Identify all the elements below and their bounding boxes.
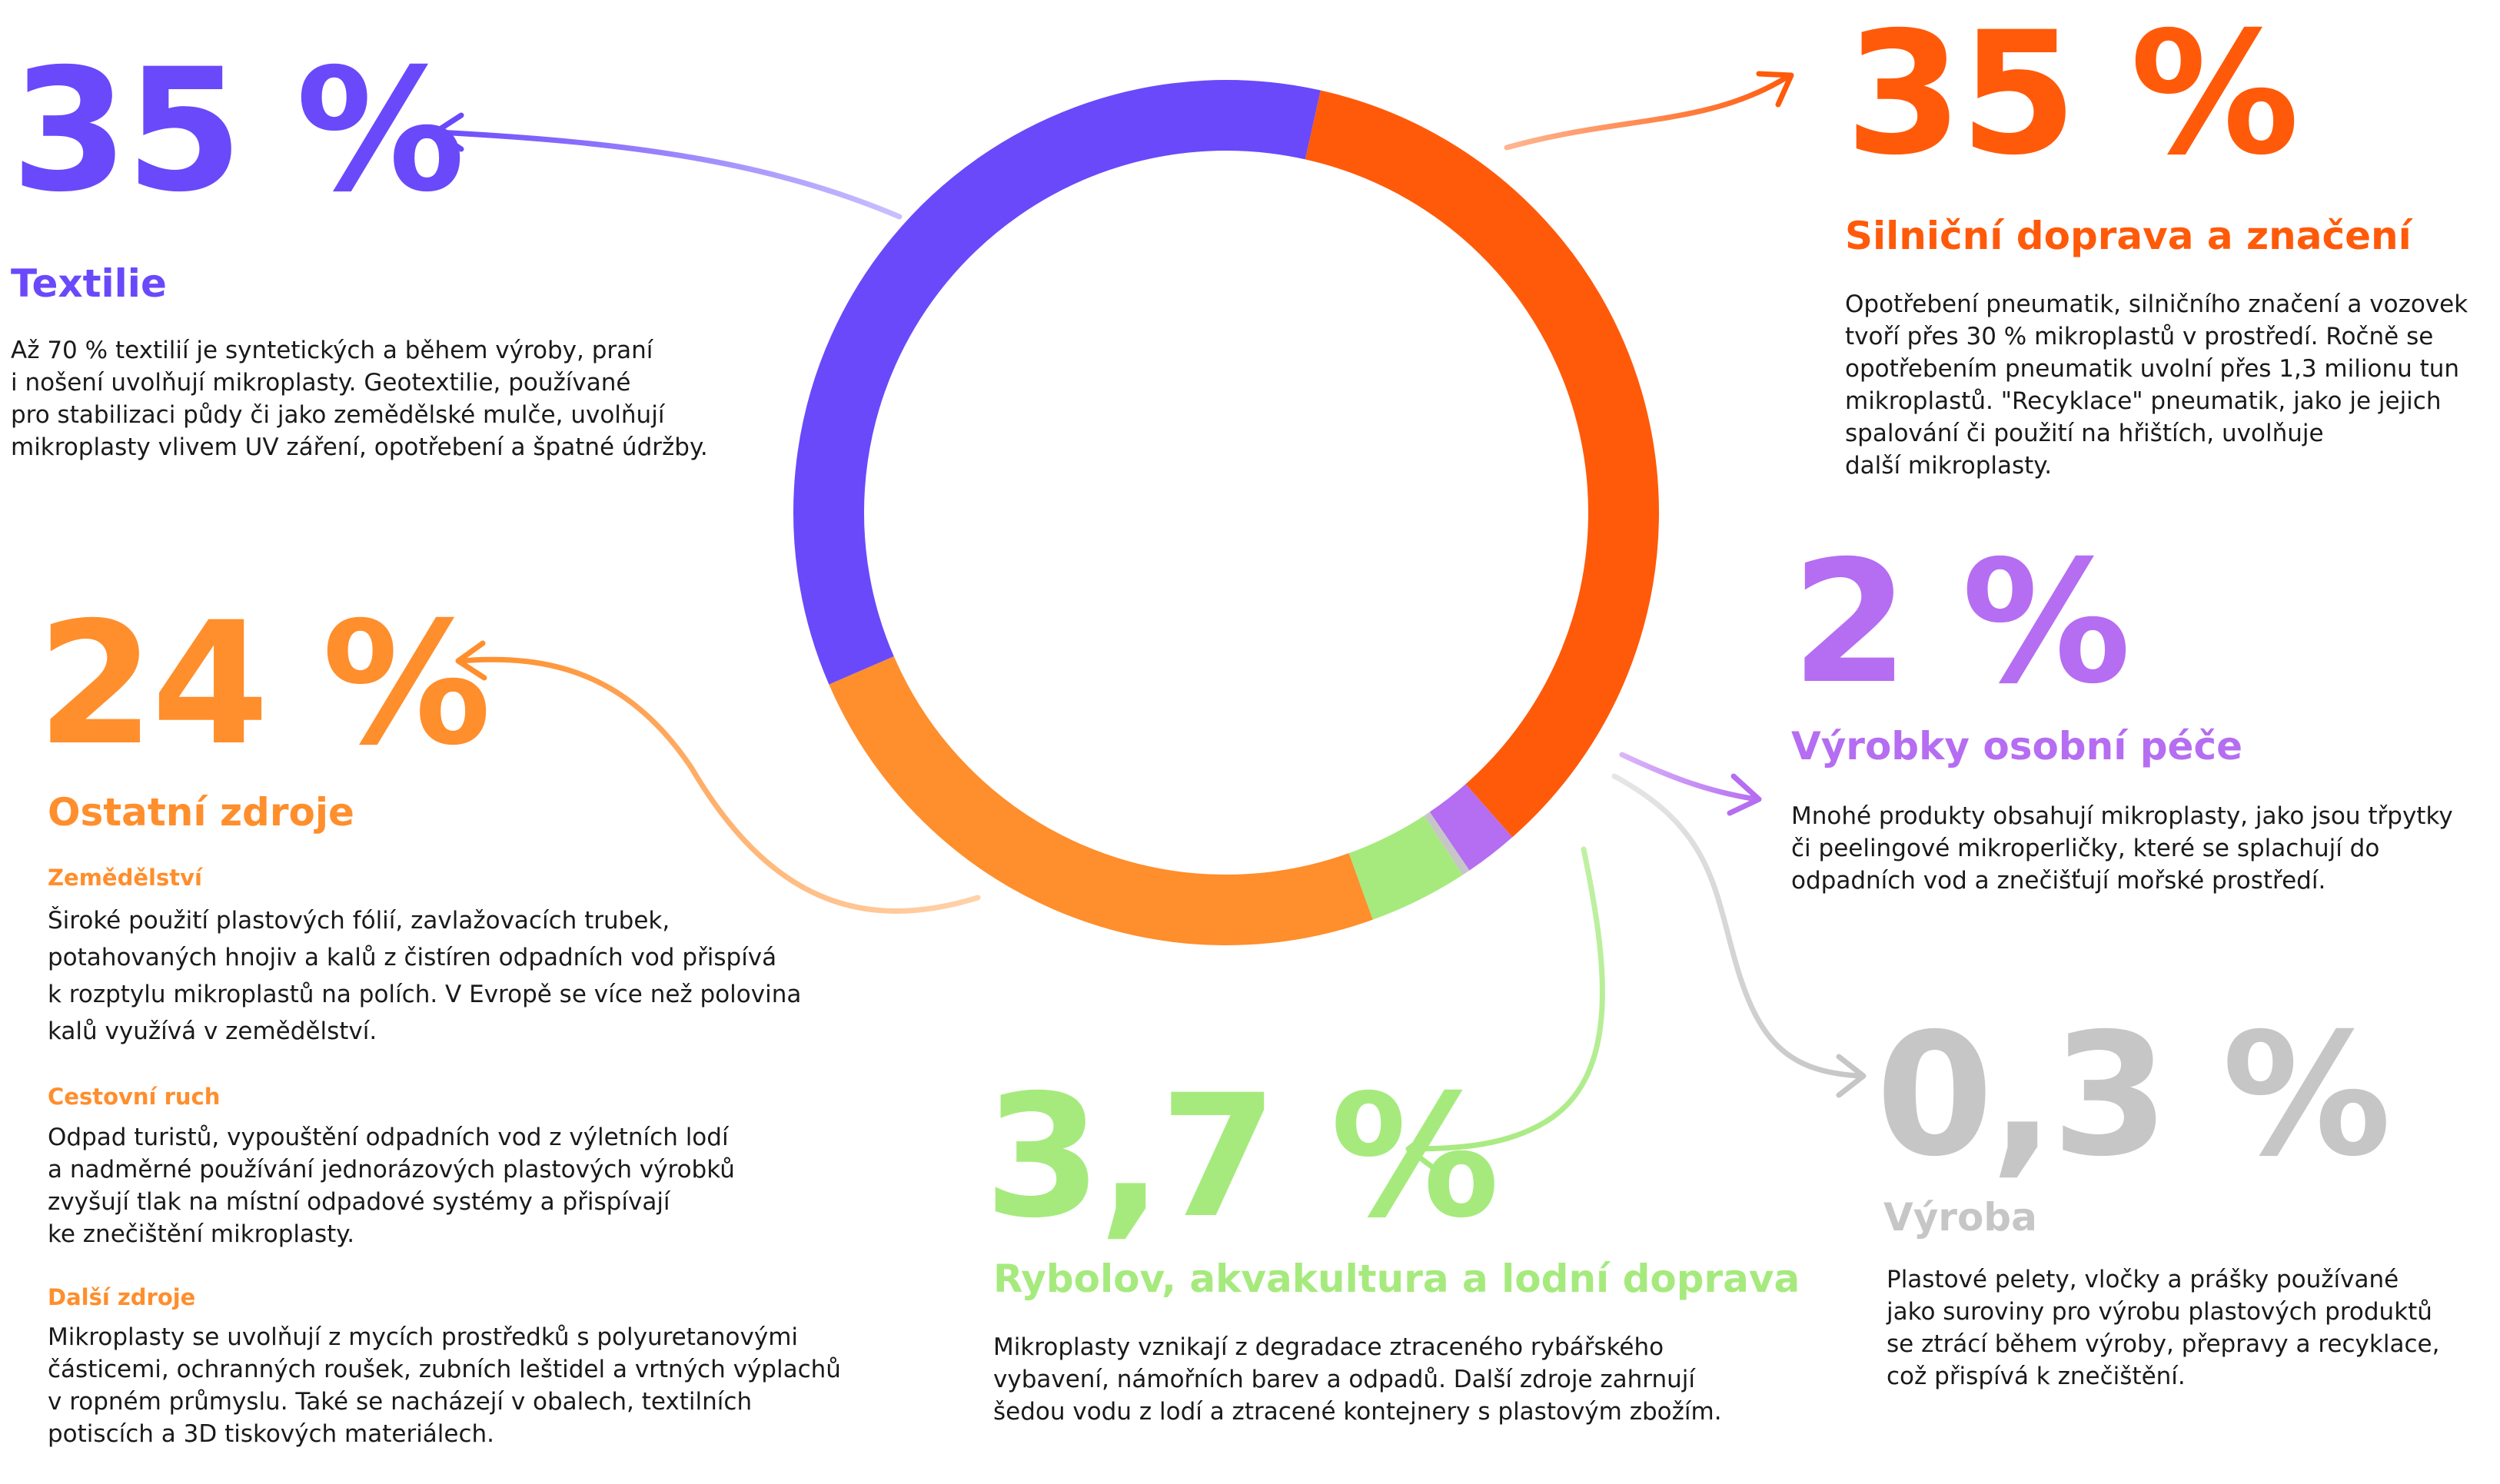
- vyroba-title: Výroba: [1883, 1195, 2037, 1240]
- donut-slice-3: [1348, 815, 1463, 920]
- pece-percent: 2 %: [1791, 524, 2131, 721]
- vyroba-block: 0,3 % Výroba Plastové pelety, vločky a p…: [1876, 1011, 2439, 1393]
- connector-pece: [1619, 752, 1760, 802]
- pece-title: Výrobky osobní péče: [1791, 724, 2242, 769]
- donut-chart: [432, 71, 1867, 1171]
- connector-rybolov: [1408, 846, 1605, 1152]
- donut-ring: [793, 80, 1659, 945]
- silnicni-percent: 35 %: [1845, 0, 2299, 192]
- rybolov-text: Mikroplasty vznikají z degradace ztracen…: [993, 1333, 1722, 1426]
- section-text: Široké použití plastových fólií, zavlažo…: [48, 906, 802, 1045]
- connector-vyroba: [1611, 773, 1863, 1079]
- connector-textilie: [434, 129, 903, 220]
- pece-text: Mnohé produkty obsahují mikroplasty, jak…: [1791, 802, 2453, 895]
- ostatni-block: 24 % Ostatní zdroje Zemědělství Široké p…: [37, 599, 841, 1484]
- connector-silnicni: [1504, 74, 1790, 151]
- donut-slice-5: [793, 80, 1321, 685]
- connector-vyroba-arrow: [1836, 1054, 1867, 1098]
- silnicni-title: Silniční doprava a značení: [1845, 214, 2412, 258]
- donut-slice-1: [1429, 783, 1513, 871]
- ostatni-section-zemedelstvi: Zemědělství Široké použití plastových fó…: [48, 865, 841, 1050]
- donut-slice-4: [829, 656, 1373, 945]
- textilie-block: 35 % Textilie Až 70 % textilií je syntet…: [11, 46, 708, 463]
- section-title: Další zdroje: [48, 1283, 196, 1310]
- connector-lines: [432, 71, 1867, 1171]
- silnicni-text: Opotřebení pneumatik, silničního značení…: [1845, 290, 2468, 480]
- ostatni-sections: Zemědělství Široké použití plastových fó…: [48, 865, 841, 1450]
- rybolov-title: Rybolov, akvakultura a lodní doprava: [993, 1257, 1800, 1301]
- donut-slice-2: [1424, 812, 1470, 875]
- connector-rybolov-arrow: [1405, 1127, 1437, 1171]
- textilie-percent: 35 %: [11, 32, 465, 229]
- ostatni-title: Ostatní zdroje: [48, 790, 354, 835]
- connector-ostatni: [458, 656, 981, 914]
- connector-pece-arrow: [1727, 773, 1762, 816]
- textilie-title: Textilie: [11, 261, 167, 306]
- ostatni-section-cestovni-ruch: Cestovní ruch Odpad turistů, vypouštění …: [48, 1084, 841, 1250]
- donut-slice-0: [1305, 90, 1659, 838]
- vyroba-percent: 0,3 %: [1876, 997, 2392, 1194]
- rybolov-block: 3,7 % Rybolov, akvakultura a lodní dopra…: [984, 1072, 1800, 1428]
- vyroba-text: Plastové pelety, vločky a prášky používa…: [1887, 1266, 2440, 1390]
- rybolov-percent: 3,7 %: [984, 1058, 1500, 1255]
- connector-silnicni-arrow: [1756, 71, 1794, 108]
- connector-ostatni-arrow: [455, 640, 487, 681]
- pece-block: 2 % Výrobky osobní péče Mnohé produkty o…: [1791, 538, 2453, 897]
- silnicni-block: 35 % Silniční doprava a značení Opotřebe…: [1845, 9, 2468, 482]
- section-title: Zemědělství: [48, 865, 202, 891]
- connector-textilie-arrow: [432, 112, 464, 152]
- textilie-text: Až 70 % textilií je syntetických a během…: [11, 337, 708, 461]
- ostatni-percent: 24 %: [37, 586, 491, 782]
- section-text: Odpad turistů, vypouštění odpadních vod …: [48, 1123, 735, 1248]
- ostatni-section-dalsi-zdroje: Další zdroje Mikroplasty se uvolňují z m…: [48, 1284, 841, 1451]
- section-title: Cestovní ruch: [48, 1083, 221, 1110]
- section-text: Mikroplasty se uvolňují z mycích prostře…: [48, 1323, 841, 1449]
